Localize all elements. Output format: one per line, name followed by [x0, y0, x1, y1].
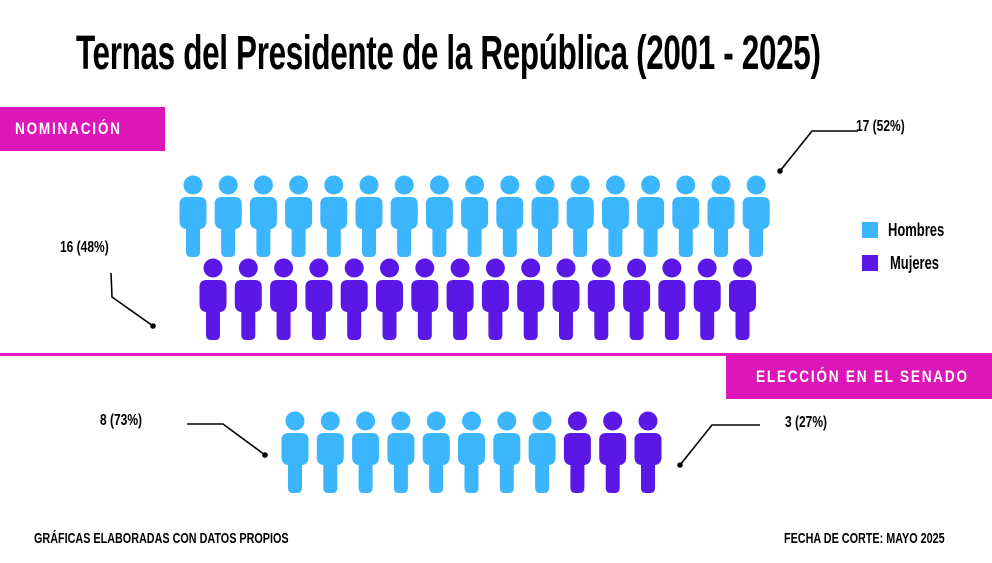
- person-icon-hombre: [601, 175, 629, 257]
- person-icon-mujer: [599, 411, 627, 493]
- senado-icons: [281, 411, 662, 493]
- person-icon-mujer: [634, 411, 662, 493]
- person-icon-hombre: [707, 175, 735, 257]
- section-label-nominacion: NOMINACIÓN: [15, 119, 122, 138]
- person-icon-mujer: [517, 258, 545, 340]
- person-icon-hombre: [422, 411, 450, 493]
- person-icon-hombre: [352, 411, 380, 493]
- nominacion-hombres-label: 17 (52%): [856, 118, 905, 135]
- callout-dot: [677, 462, 683, 468]
- person-icon-hombre: [672, 175, 700, 257]
- person-icon-hombre: [566, 175, 594, 257]
- footer-date: FECHA DE CORTE: MAYO 2025: [784, 530, 945, 547]
- person-icon-hombre: [425, 175, 453, 257]
- callout-senado-mujeres: [677, 424, 760, 468]
- section-banner-nominacion: NOMINACIÓN: [0, 107, 165, 151]
- callout-dot: [150, 323, 156, 329]
- person-icon-hombre: [637, 175, 665, 257]
- person-icon-hombre: [461, 175, 489, 257]
- person-icon-mujer: [305, 258, 333, 340]
- page-title: Ternas del Presidente de la República (2…: [76, 27, 821, 80]
- person-icon-mujer: [270, 258, 298, 340]
- person-icon-mujer: [199, 258, 227, 340]
- person-icon-mujer: [446, 258, 474, 340]
- person-icon-hombre: [496, 175, 524, 257]
- person-icon-hombre: [320, 175, 348, 257]
- section-divider: [0, 353, 992, 356]
- senado-hombres-label: 8 (73%): [100, 412, 143, 429]
- callout-nominacion-mujeres: [110, 272, 156, 329]
- person-icon-mujer: [563, 411, 591, 493]
- person-icon-mujer: [693, 258, 721, 340]
- section-label-senado: ELECCIÓN EN EL SENADO: [756, 367, 969, 386]
- person-icon-mujer: [587, 258, 615, 340]
- person-icon-hombre: [214, 175, 242, 257]
- person-icon-hombre: [387, 411, 415, 493]
- callout-dot: [262, 452, 268, 458]
- person-icon-hombre: [531, 175, 559, 257]
- callout-nominacion-hombres: [777, 130, 858, 174]
- person-icon-mujer: [411, 258, 439, 340]
- person-icon-hombre: [458, 411, 485, 493]
- person-icon-mujer: [623, 258, 651, 340]
- footer-source: GRÁFICAS ELABORADAS CON DATOS PROPIOS: [34, 530, 289, 547]
- person-icon-mujer: [552, 258, 580, 340]
- person-icon-mujer: [340, 258, 368, 340]
- nominacion-mujeres-icons: [199, 258, 756, 340]
- legend-swatch-mujeres: [862, 255, 878, 271]
- legend-label-mujeres: Mujeres: [890, 253, 939, 273]
- person-icon-hombre: [285, 175, 313, 257]
- person-icon-hombre: [355, 175, 383, 257]
- callout-line: [679, 424, 760, 466]
- person-icon-hombre: [390, 175, 418, 257]
- callout-senado-hombres: [187, 423, 268, 458]
- nominacion-mujeres-label: 16 (48%): [60, 239, 109, 256]
- person-icon-mujer: [234, 258, 262, 340]
- legend-swatch-hombres: [862, 222, 878, 238]
- person-icon-mujer: [376, 258, 403, 340]
- senado-mujeres-label: 3 (27%): [785, 414, 828, 431]
- nominacion-hombres-icons: [179, 175, 770, 257]
- person-icon-mujer: [729, 258, 756, 340]
- person-icon-hombre: [179, 175, 207, 257]
- person-icon-hombre: [528, 411, 556, 493]
- callout-dot: [777, 168, 783, 174]
- person-icon-hombre: [316, 411, 344, 493]
- person-icon-hombre: [281, 411, 309, 493]
- person-icon-mujer: [481, 258, 509, 340]
- legend-label-hombres: Hombres: [888, 220, 945, 240]
- callout-line: [187, 423, 266, 456]
- callout-line: [110, 272, 154, 327]
- person-icon-mujer: [658, 258, 686, 340]
- person-icon-hombre: [742, 175, 770, 257]
- person-icon-hombre: [493, 411, 521, 493]
- callout-line: [779, 130, 858, 172]
- person-icon-hombre: [249, 175, 277, 257]
- section-banner-senado: ELECCIÓN EN EL SENADO: [726, 355, 992, 399]
